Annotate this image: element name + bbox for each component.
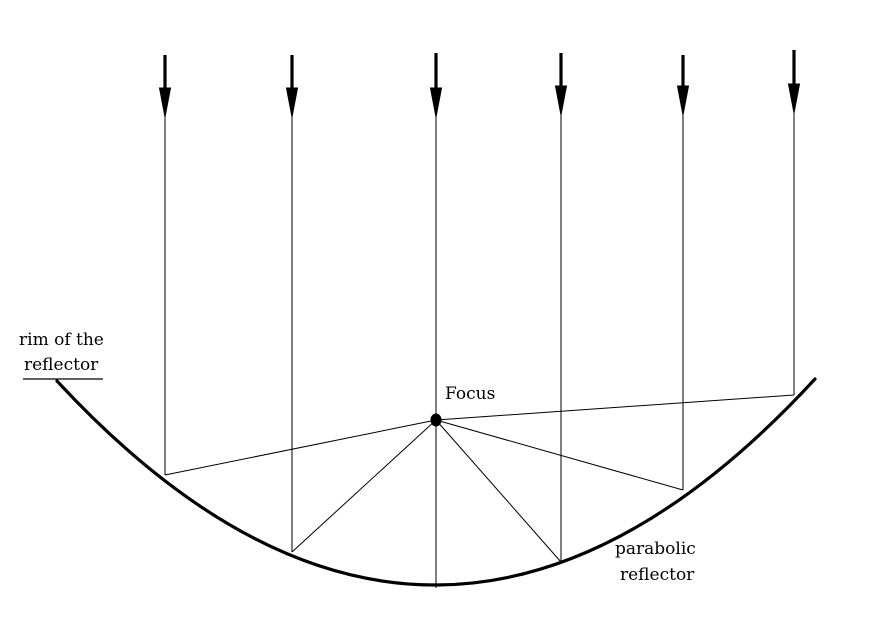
- ray-arrows: [158, 50, 801, 118]
- reflected-ray-1: [164, 419, 437, 476]
- ray-arrow-5: [676, 55, 690, 116]
- focus-label: Focus: [445, 384, 495, 404]
- ray-arrow-1: [158, 55, 172, 118]
- reflected-ray-4: [435, 419, 562, 563]
- incoming-rays: [164, 110, 795, 588]
- ray-arrow-3: [429, 53, 443, 118]
- reflected-ray-5: [435, 419, 684, 491]
- reflector-label-line1: parabolic: [615, 539, 696, 559]
- rim-label-line2: reflector: [24, 355, 99, 375]
- focus-point: [430, 413, 442, 427]
- reflected-ray-6: [435, 394, 795, 421]
- ray-arrow-4: [554, 53, 568, 116]
- rim-label-line1: rim of the: [19, 330, 104, 350]
- reflector-label-line2: reflector: [620, 565, 695, 585]
- reflected-rays: [164, 394, 795, 563]
- reflected-ray-2: [291, 419, 437, 553]
- ray-arrow-2: [285, 55, 299, 118]
- ray-arrow-6: [787, 50, 801, 114]
